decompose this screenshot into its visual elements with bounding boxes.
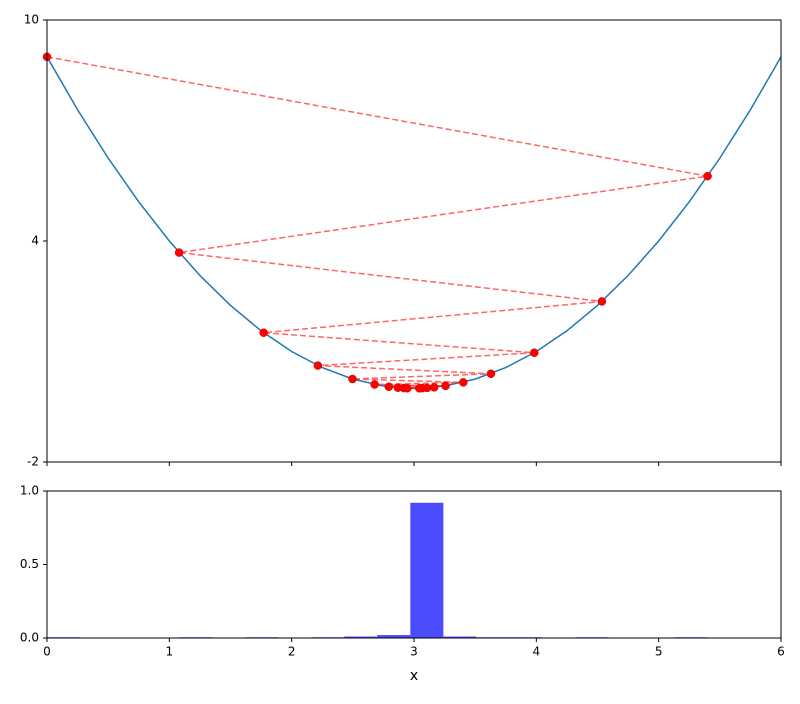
step-point bbox=[597, 297, 607, 306]
y-tick-label: -2 bbox=[27, 455, 39, 469]
hist-bar bbox=[443, 636, 477, 638]
y-tick-label: 0.5 bbox=[20, 557, 39, 571]
y-tick-label: 4 bbox=[31, 234, 39, 248]
step-point bbox=[429, 383, 439, 392]
hist-bar bbox=[344, 636, 378, 638]
y-tick-label: 0.0 bbox=[20, 631, 39, 645]
x-tick-label: 6 bbox=[777, 645, 785, 659]
step-point bbox=[530, 348, 539, 358]
x-tick-label: 4 bbox=[533, 645, 541, 659]
step-point bbox=[459, 378, 468, 387]
step-point bbox=[259, 328, 268, 337]
x-tick-label: 2 bbox=[288, 645, 296, 659]
step-point bbox=[384, 382, 394, 391]
step-point bbox=[403, 383, 412, 393]
step-point bbox=[370, 380, 379, 389]
hist-bar bbox=[377, 635, 411, 638]
step-point bbox=[703, 171, 712, 181]
x-tick-label: 3 bbox=[410, 645, 418, 659]
step-point bbox=[348, 374, 357, 384]
x-tick-label: 0 bbox=[43, 645, 51, 659]
step-point bbox=[486, 369, 496, 378]
hist-bar bbox=[410, 502, 444, 638]
x-axis-label: x bbox=[410, 668, 418, 684]
x-tick-label: 5 bbox=[655, 645, 663, 659]
axes-frame bbox=[46, 19, 782, 463]
x-tick-label: 1 bbox=[166, 645, 174, 659]
y-tick-label: 1.0 bbox=[20, 484, 39, 498]
step-point bbox=[174, 248, 184, 257]
y-tick-label: 10 bbox=[24, 13, 39, 27]
curve bbox=[46, 56, 782, 390]
step-point bbox=[441, 381, 450, 391]
step-point bbox=[415, 384, 424, 393]
descent-path bbox=[46, 56, 708, 390]
step-point bbox=[313, 361, 323, 370]
